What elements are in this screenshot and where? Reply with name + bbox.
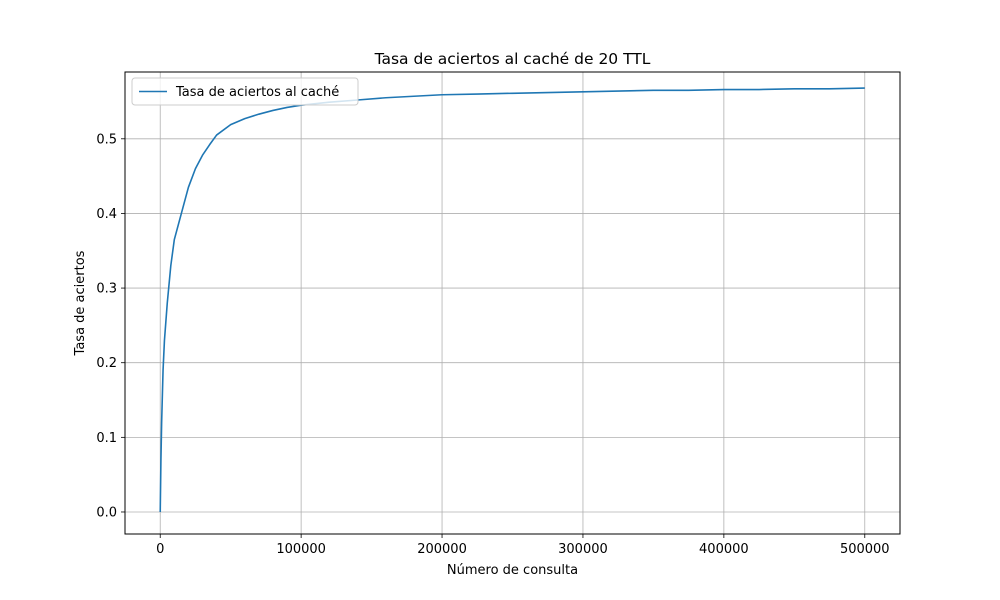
y-tick-label: 0.5 <box>96 132 117 147</box>
grid <box>125 72 900 534</box>
x-tick-label: 0 <box>156 542 164 557</box>
x-axis: 0 100000 200000 300000 400000 500000 <box>156 534 890 557</box>
x-axis-label: Número de consulta <box>447 563 578 578</box>
plot-frame <box>124 71 901 535</box>
y-tick-label: 0.0 <box>96 505 117 520</box>
legend-box <box>131 77 359 106</box>
chart-title: Tasa de aciertos al caché de 20 TTL <box>374 50 651 68</box>
legend: Tasa de aciertos al caché <box>131 77 359 106</box>
y-tick-label: 0.2 <box>96 356 117 371</box>
y-tick-label: 0.4 <box>96 207 117 222</box>
x-tick-label: 300000 <box>558 542 608 557</box>
x-tick-label: 100000 <box>276 542 326 557</box>
x-tick-label: 200000 <box>417 542 467 557</box>
series-line <box>159 87 865 512</box>
series-layer <box>159 87 865 512</box>
y-axis-label: Tasa de aciertos <box>73 250 88 356</box>
legend-label: Tasa de aciertos al caché <box>175 85 339 100</box>
x-tick-label: 400000 <box>699 542 749 557</box>
y-tick-label: 0.3 <box>96 282 117 297</box>
x-tick-label: 500000 <box>840 542 890 557</box>
y-tick-label: 0.1 <box>96 431 117 446</box>
y-axis: 0.0 0.1 0.2 0.3 0.4 0.5 <box>96 132 125 520</box>
